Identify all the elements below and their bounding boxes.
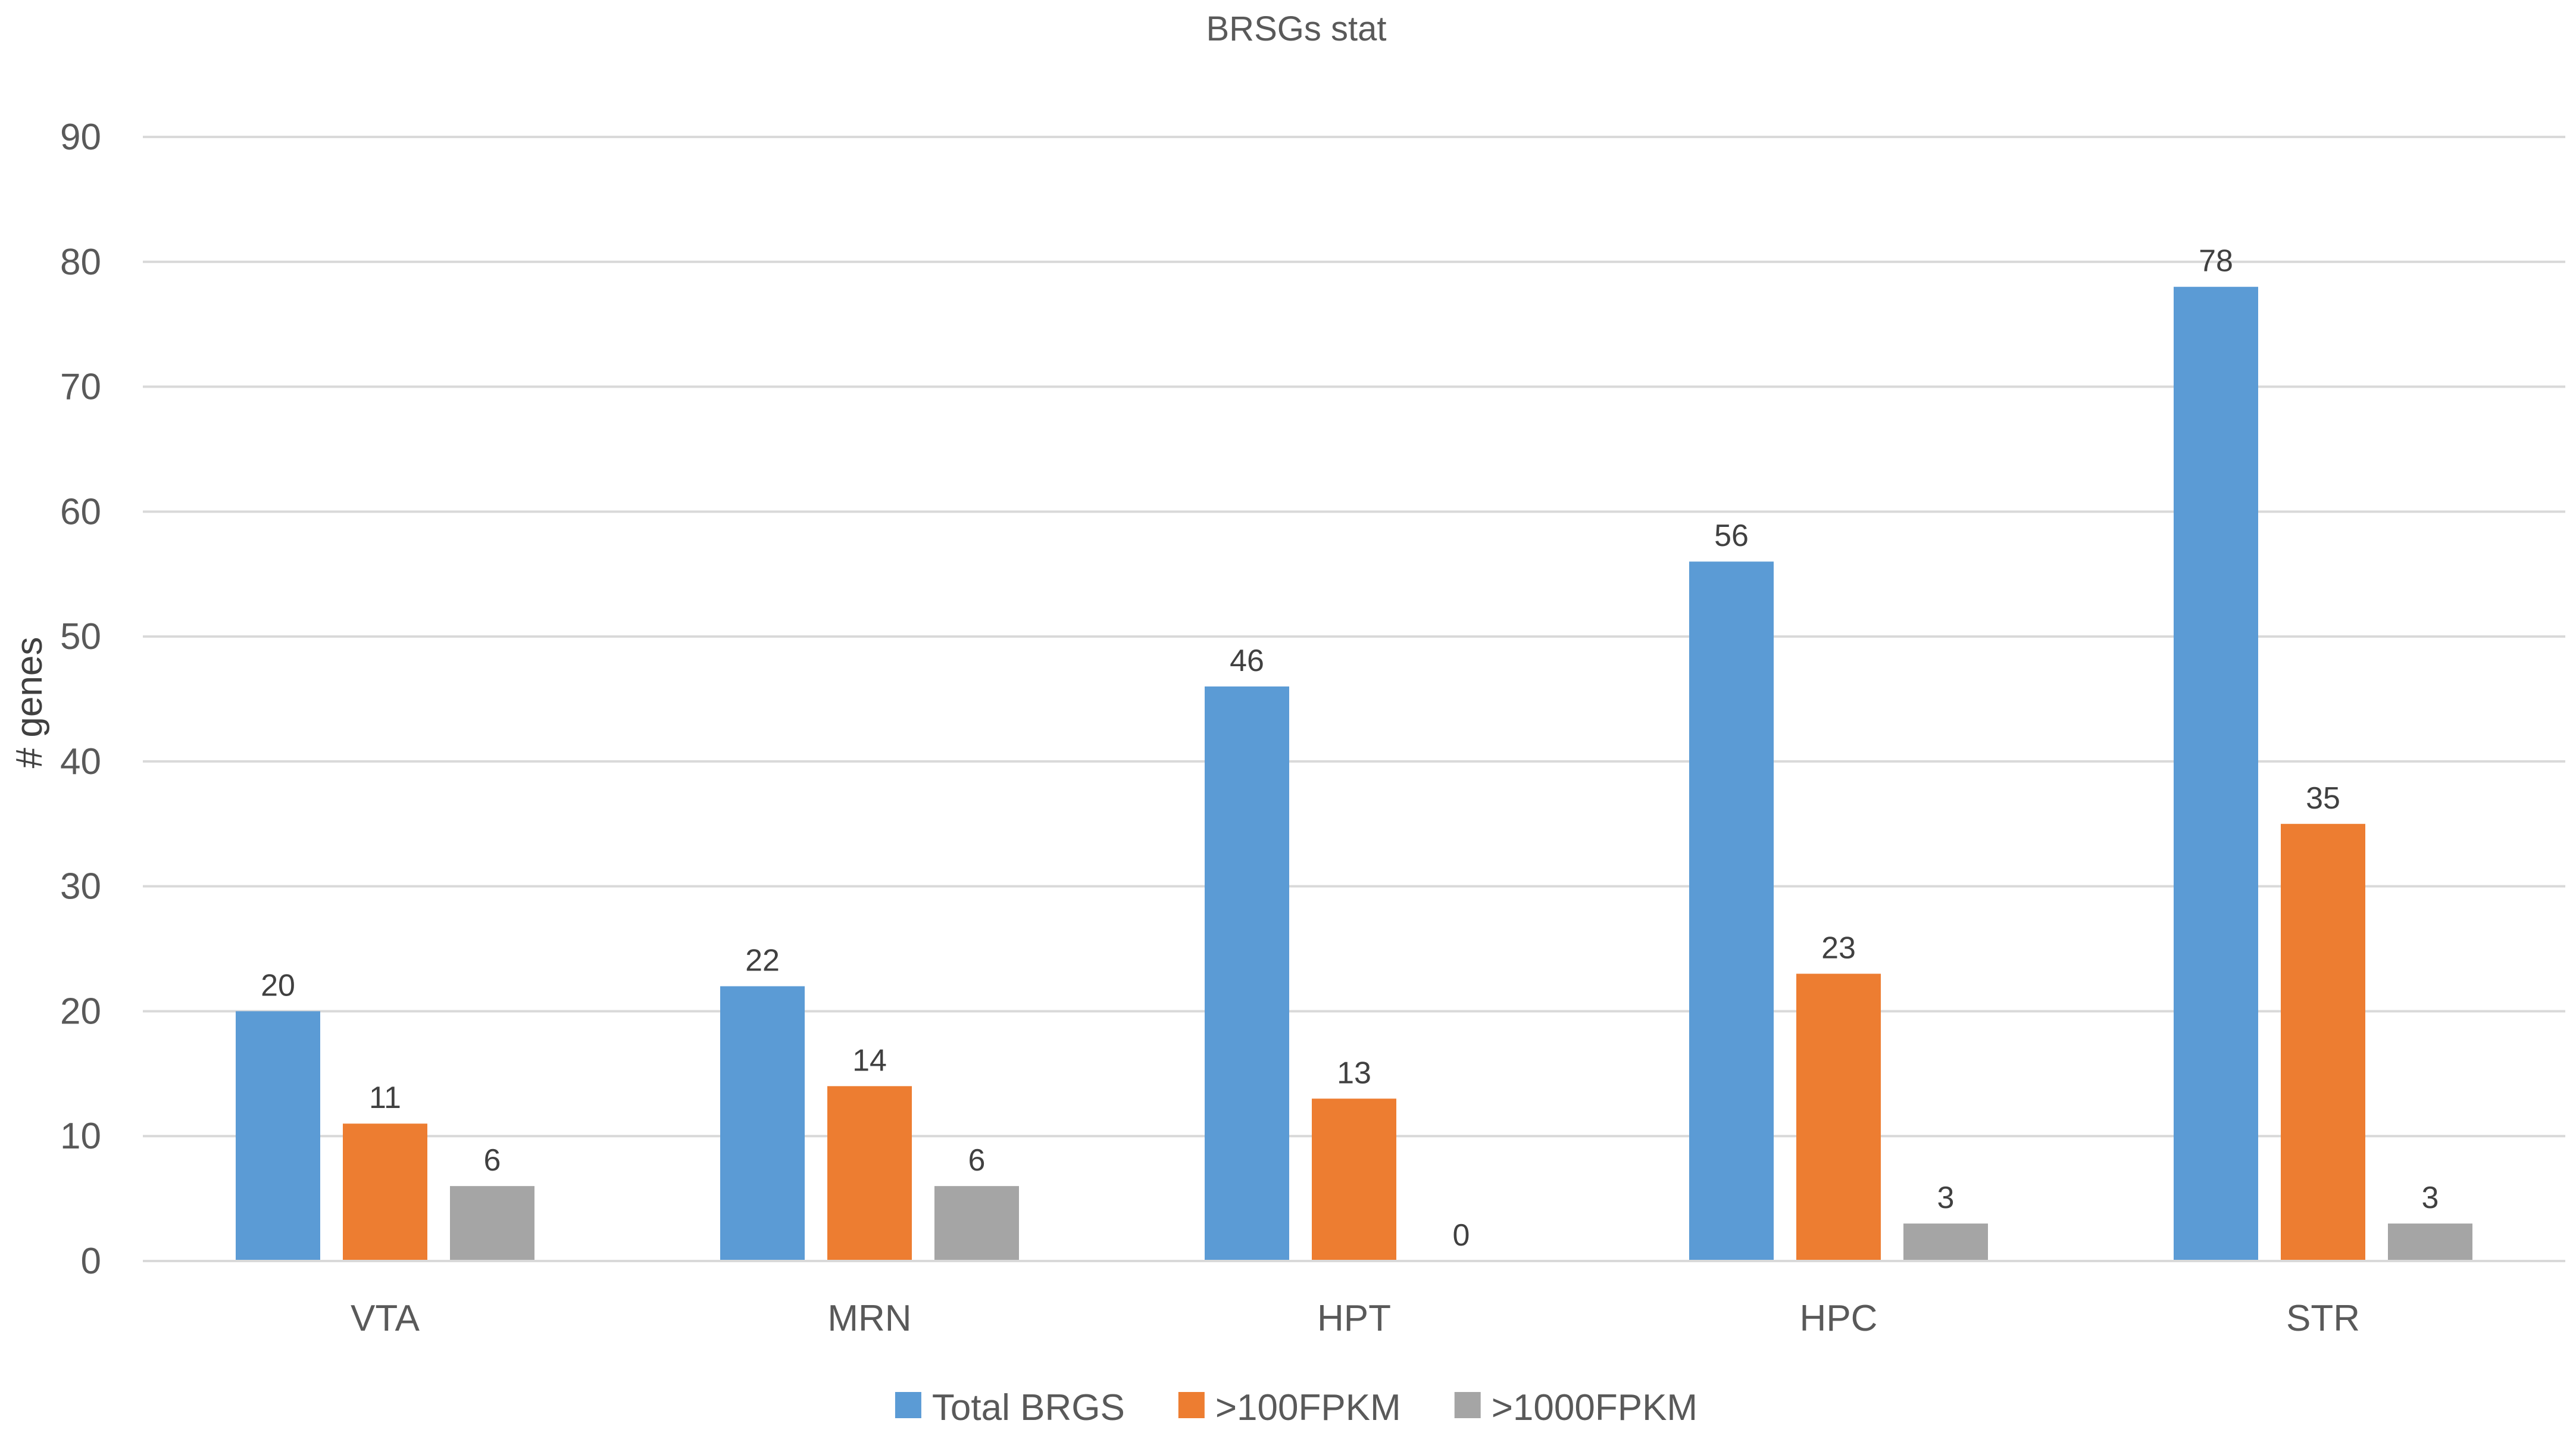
legend-label: Total BRGS [932,1387,1125,1428]
y-tick-label: 80 [60,242,101,283]
y-tick-label: 30 [60,866,101,907]
data-label: 3 [1937,1181,1955,1215]
y-axis-label: # genes [9,637,50,769]
y-tick-label: 10 [60,1116,101,1157]
x-axis-ticks: VTA MRN HPT HPC STR [351,1298,2360,1339]
data-label: 78 [2199,244,2233,279]
data-label: 6 [968,1143,986,1178]
x-tick-label: STR [2286,1298,2360,1339]
y-tick-label: 50 [60,616,101,657]
x-tick-label: HPC [1800,1298,1878,1339]
legend-item-2: >100FPKM [1178,1387,1401,1428]
bar-hpt-series-1 [1205,686,1289,1261]
legend-label: >1000FPKM [1492,1387,1697,1428]
bar-vta-series-1 [236,1011,320,1261]
data-label: 56 [1714,519,1749,553]
data-label: 35 [2306,781,2340,816]
data-label: 46 [1230,644,1264,678]
legend-label: >100FPKM [1215,1387,1401,1428]
y-tick-label: 20 [60,991,101,1032]
data-labels: 20 11 6 22 14 6 46 13 0 56 23 3 78 35 3 [261,244,2439,1253]
y-tick-label: 60 [60,491,101,532]
x-tick-label: MRN [827,1298,911,1339]
x-tick-label: HPT [1317,1298,1391,1339]
bar-hpc-series-3 [1903,1223,1988,1261]
bar-str-series-2 [2281,823,2365,1261]
data-label: 22 [745,943,780,978]
y-tick-label: 40 [60,741,101,782]
legend-swatch [1454,1392,1481,1418]
bar-hpt-series-2 [1312,1098,1396,1261]
bar-mrn-series-2 [827,1086,912,1261]
x-tick-label: VTA [351,1298,420,1339]
bar-str-series-1 [2174,286,2258,1261]
data-label: 3 [2422,1181,2439,1215]
bar-mrn-series-1 [720,986,805,1261]
gridlines [143,136,2565,1138]
data-label: 13 [1337,1056,1371,1090]
y-axis-ticks: 0 10 20 30 40 50 60 70 80 90 [60,117,101,1282]
data-label: 23 [1821,931,1856,966]
y-tick-label: 0 [81,1241,101,1282]
legend-item-3: >1000FPKM [1454,1387,1697,1428]
legend-item-1: Total BRGS [895,1387,1125,1428]
y-tick-label: 70 [60,367,101,408]
legend-swatch [1178,1392,1205,1418]
bar-vta-series-3 [450,1186,534,1261]
data-label: 6 [484,1143,501,1178]
bar-hpc-series-2 [1796,973,1881,1261]
bar-hpc-series-1 [1689,561,1774,1262]
bar-str-series-3 [2388,1223,2472,1261]
bar-mrn-series-3 [934,1186,1019,1261]
bar-vta-series-2 [343,1123,427,1261]
bars [236,286,2472,1262]
data-label: 0 [1453,1218,1470,1253]
data-label: 20 [261,968,295,1003]
legend: Total BRGS >100FPKM >1000FPKM [895,1387,1697,1428]
chart-title: BRSGs stat [1206,10,1387,48]
data-label: 14 [852,1043,887,1078]
y-tick-label: 90 [60,117,101,158]
data-label: 11 [369,1081,401,1115]
legend-swatch [895,1392,921,1418]
